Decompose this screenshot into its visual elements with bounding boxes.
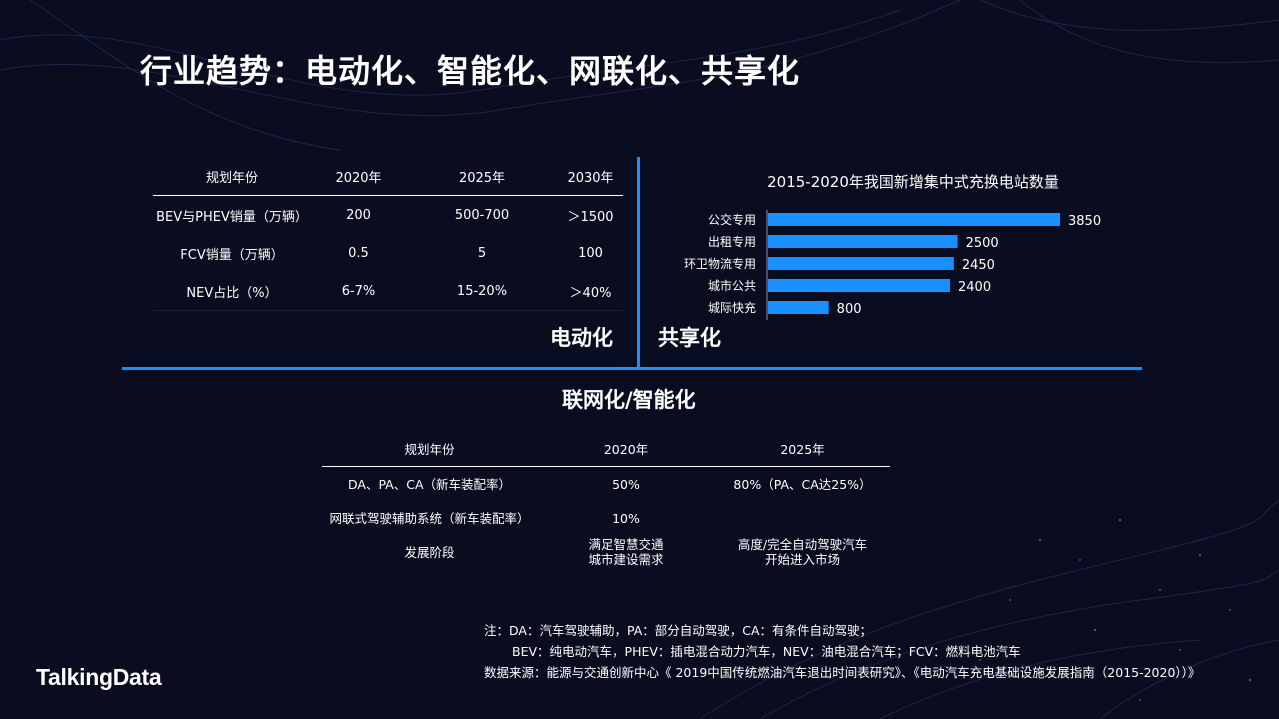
chart-data-label: 3850: [1068, 214, 1101, 229]
vertical-divider: [637, 157, 640, 367]
chart-category-label: 出租专用: [708, 234, 756, 249]
table-header-cell: 2025年: [715, 433, 890, 467]
footnote-line: 注：DA：汽车驾驶辅助，PA：部分自动驾驶，CA：有条件自动驾驶；: [484, 623, 873, 638]
connected-intelligent-table: 规划年份 2020年 2025年 DA、PA、CA（新车装配率） 50% 80%…: [322, 433, 890, 569]
table-row: DA、PA、CA（新车装配率） 50% 80%（PA、CA达25%）: [322, 467, 890, 502]
connected-intelligent-label: 联网化/智能化: [562, 388, 696, 412]
table-header-cell: 规划年份: [322, 433, 537, 467]
table-header-cell: 2020年: [311, 158, 406, 196]
table-header-cell: 2025年: [406, 158, 558, 196]
chart-bar: [768, 257, 954, 270]
table-row: BEV与PHEV销量（万辆） 200 500-700 ＞1500: [153, 196, 623, 235]
table-header-cell: 规划年份: [153, 158, 311, 196]
chart-title: 2015-2020年我国新增集中式充换电站数量: [767, 173, 1059, 191]
table-cell: 5: [477, 245, 487, 261]
table-cell: 50%: [612, 476, 640, 492]
chart-data-label: 2500: [966, 236, 999, 251]
chart-data-label: 2400: [958, 280, 991, 295]
table-row: 网联式驾驶辅助系统（新车装配率） 10%: [322, 501, 890, 535]
table-cell: 200: [346, 207, 371, 223]
chart-category-label: 环卫物流专用: [684, 256, 756, 271]
talkingdata-logo: TalkingData: [36, 664, 162, 690]
table-cell: 15-20%: [406, 272, 558, 311]
table-header-row: 规划年份 2020年 2025年 2030年: [153, 158, 623, 196]
chart-data-label: 2450: [962, 258, 995, 273]
chart-category-label: 城际快充: [708, 300, 756, 315]
table-cell: 网联式驾驶辅助系统（新车装配率）: [329, 510, 530, 526]
table-cell: NEV占比（%）: [153, 272, 311, 311]
table-cell: [715, 501, 890, 535]
table-cell: 10%: [612, 510, 640, 526]
footnotes: 注：DA：汽车驾驶辅助，PA：部分自动驾驶，CA：有条件自动驾驶； BEV：纯电…: [484, 620, 1200, 683]
table-cell: DA、PA、CA（新车装配率）: [347, 476, 512, 492]
table-cell: ＞40%: [558, 272, 623, 311]
table-cell: 高度/完全自动驾驶汽车开始进入市场: [737, 537, 868, 567]
table-cell: ＞1500: [567, 209, 614, 225]
table-cell: 500-700: [454, 207, 510, 223]
chart-data-label: 800: [837, 302, 862, 317]
chart-bar: [768, 301, 829, 314]
charging-station-bar-chart: 2015-2020年我国新增集中式充换电站数量 公交专用 3850 出租专用 2500…: [684, 173, 1101, 320]
chart-bar: [768, 279, 951, 292]
footnote-line: BEV：纯电动汽车，PHEV：插电混合动力汽车，NEV：油电混合汽车；FCV：燃…: [512, 644, 1021, 659]
electrification-table: 规划年份 2020年 2025年 2030年 BEV与PHEV销量（万辆） 20…: [153, 158, 623, 311]
table-cell: 6-7%: [311, 272, 406, 311]
table-cell: 满足智慧交通城市建设需求: [588, 537, 664, 567]
table-cell: BEV与PHEV销量（万辆）: [156, 209, 308, 225]
table-cell: 100: [578, 245, 603, 261]
table-row: FCV销量（万辆） 0.5 5 100: [153, 234, 623, 272]
table-cell: 80%（PA、CA达25%）: [733, 476, 872, 492]
table-header-row: 规划年份 2020年 2025年: [322, 433, 890, 467]
chart-category-label: 公交专用: [708, 212, 756, 227]
electrification-label: 电动化: [550, 326, 613, 350]
table-row: NEV占比（%） 6-7% 15-20% ＞40%: [153, 272, 623, 311]
table-cell: FCV销量（万辆）: [180, 247, 284, 263]
sharing-label: 共享化: [658, 326, 721, 350]
page-title: 行业趋势：电动化、智能化、网联化、共享化: [140, 52, 801, 90]
footnote-source: 数据来源：能源与交通创新中心《 2019中国传统燃油汽车退出时间表研究》、《电动…: [484, 665, 1201, 680]
table-cell: 发展阶段: [404, 544, 455, 560]
table-row: 发展阶段 满足智慧交通城市建设需求 高度/完全自动驾驶汽车开始进入市场: [322, 535, 890, 569]
horizontal-divider: [122, 367, 1142, 370]
table-header-cell: 2020年: [537, 433, 715, 467]
chart-category-label: 城市公共: [708, 278, 756, 293]
chart-bar: [768, 235, 958, 248]
table-cell: 0.5: [348, 245, 369, 261]
table-header-cell: 2030年: [558, 158, 623, 196]
chart-bar: [768, 213, 1060, 226]
